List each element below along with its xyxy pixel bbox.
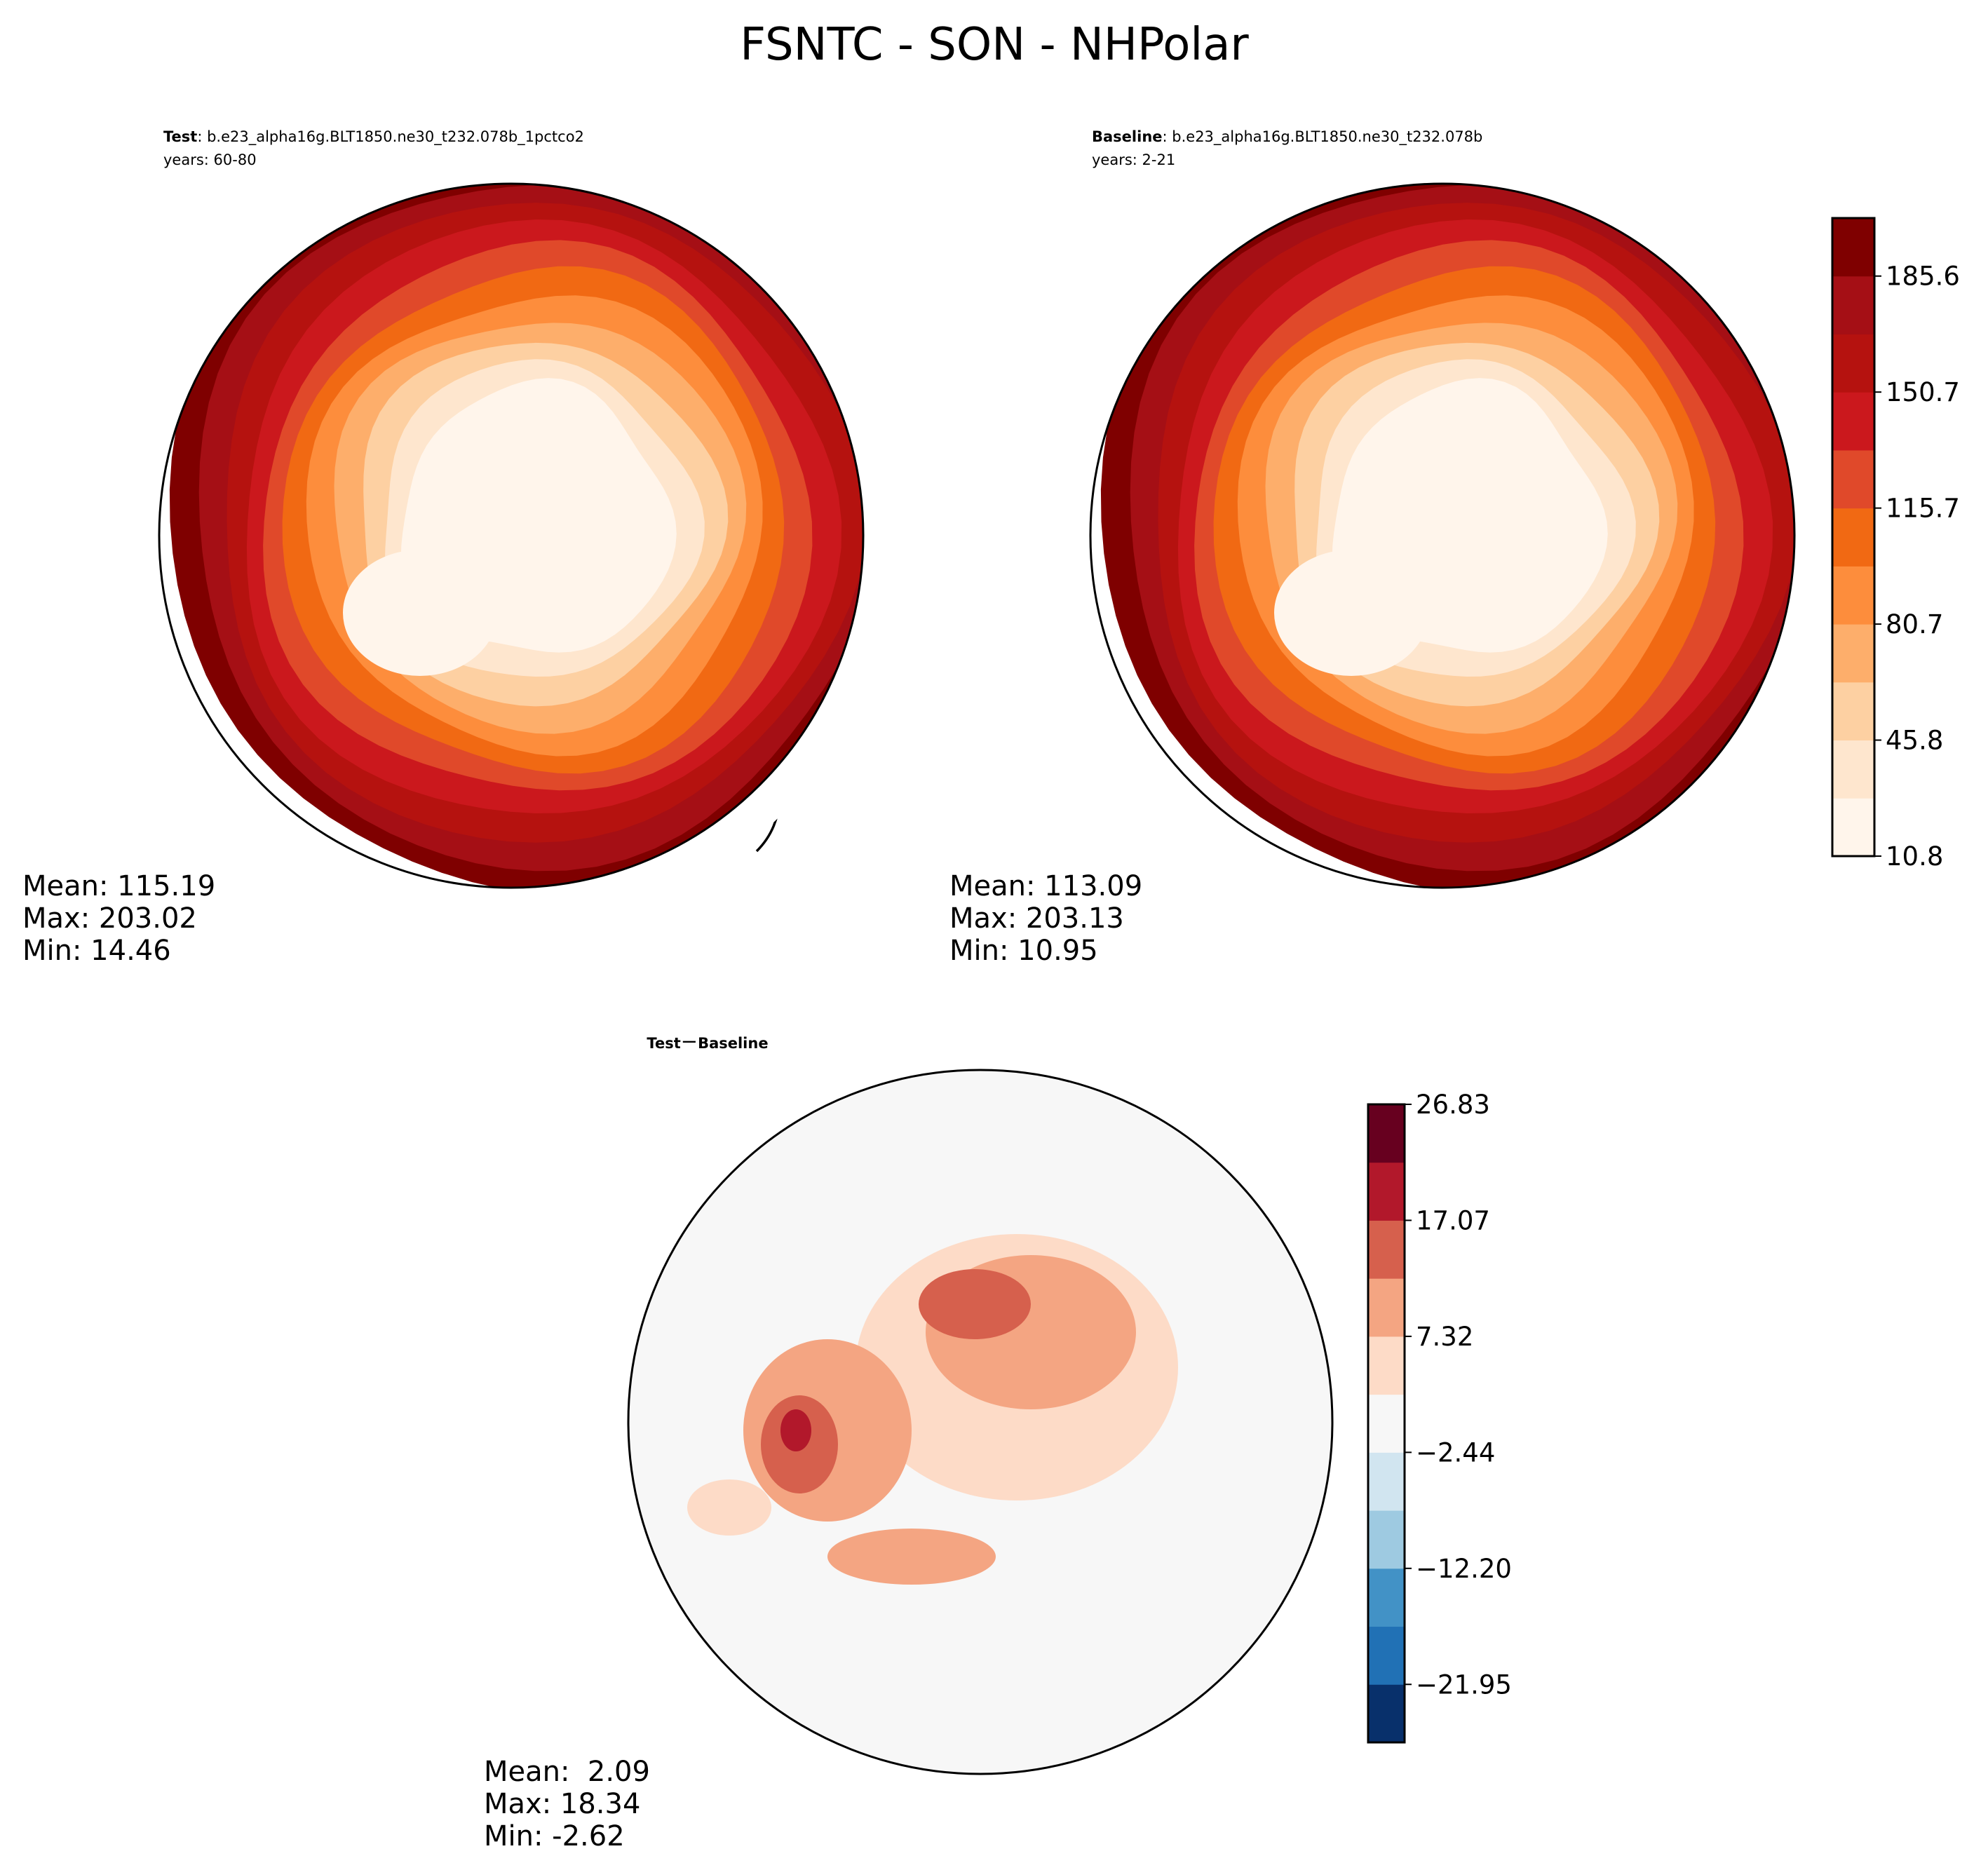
diff-anomaly-archipelago-peak — [780, 1409, 811, 1451]
diff-map — [628, 1070, 1332, 1774]
colorbar-main-tick-label-2: 80.7 — [1886, 609, 1943, 639]
diff-anomaly-canada-west — [687, 1479, 771, 1536]
diff-stat-max: Max: 18.34 — [484, 1788, 640, 1820]
baseline-stat-min: Min: 10.95 — [949, 935, 1098, 967]
diff-stat-mean: Mean: 2.09 — [484, 1756, 650, 1788]
colorbar-diff-segment-10 — [1368, 1104, 1405, 1163]
test-stats: Mean: 115.19 Max: 203.02 Min: 14.46 — [22, 870, 215, 967]
diff-title-a: Test — [647, 1035, 680, 1052]
colorbar-diff-segment-7 — [1368, 1278, 1405, 1337]
colorbar-diff-tick-label-4: −12.20 — [1416, 1554, 1512, 1584]
colorbar-main-segment-10 — [1832, 218, 1874, 277]
colorbar-diff-segment-2 — [1368, 1568, 1405, 1627]
colorbar-main-segment-9 — [1832, 276, 1874, 334]
colorbar-main-segment-3 — [1832, 624, 1874, 683]
diff-stat-min: Min: -2.62 — [484, 1820, 625, 1852]
baseline-stat-mean: Mean: 113.09 — [949, 870, 1142, 902]
colorbar-diff-segment-1 — [1368, 1626, 1405, 1685]
test-stat-min: Min: 14.46 — [22, 935, 171, 967]
colorbar-main-tick-label-0: 10.8 — [1886, 841, 1943, 872]
test-stat-mean: Mean: 115.19 — [22, 870, 215, 902]
colorbar-main-segment-1 — [1832, 740, 1874, 799]
test-years: years: 60-80 — [163, 151, 257, 168]
colorbar-diff-tick-label-2: 7.32 — [1416, 1322, 1473, 1352]
colorbar-diff-segment-8 — [1368, 1220, 1405, 1279]
baseline-map-boundary — [1089, 182, 1796, 889]
colorbar-main-segment-7 — [1832, 392, 1874, 451]
colorbar-diff-tick-label-0: 26.83 — [1416, 1090, 1490, 1120]
baseline-greenland-low — [1274, 550, 1428, 676]
baseline-stats: Mean: 113.09 Max: 203.13 Min: 10.95 — [949, 870, 1142, 967]
colorbar-diff-tick-label-3: −2.44 — [1416, 1437, 1495, 1468]
baseline-panel-title: Baseline: b.e23_alpha16g.BLT1850.ne30_t2… — [1092, 128, 1482, 146]
diff-map-boundary — [627, 1069, 1334, 1775]
colorbar-main-frame — [1831, 217, 1876, 858]
baseline-title-rest: : b.e23_alpha16g.BLT1850.ne30_t232.078b — [1163, 128, 1483, 146]
colorbar-diff-segment-4 — [1368, 1452, 1405, 1511]
diff-title-op: − — [681, 1029, 698, 1053]
colorbar-diff-segment-0 — [1368, 1684, 1405, 1743]
colorbar-main-segment-2 — [1832, 682, 1874, 741]
colorbar-main-segment-5 — [1832, 508, 1874, 567]
test-map — [169, 184, 863, 888]
colorbar-main-tick-label-3: 115.7 — [1886, 494, 1960, 524]
baseline-title-bold: Baseline — [1092, 128, 1163, 145]
colorbar-diff-tick-label-1: 17.07 — [1416, 1205, 1490, 1235]
colorbar-diff-segment-9 — [1368, 1162, 1405, 1221]
diff-stats: Mean: 2.09 Max: 18.34 Min: -2.62 — [484, 1756, 650, 1852]
colorbar-diff-tick-label-5: −21.95 — [1416, 1669, 1512, 1700]
figure-title: FSNTC - SON - NHPolar — [740, 19, 1249, 71]
colorbar-main-tick-label-1: 45.8 — [1886, 726, 1943, 756]
colorbar-main: 10.8 45.8 80.7 115.7 150.7 185.6 — [1831, 217, 1960, 872]
diff-title-b: Baseline — [698, 1035, 769, 1052]
baseline-years: years: 2-21 — [1092, 151, 1175, 168]
diff-anomaly-greenland-margin — [827, 1529, 996, 1585]
baseline-stat-max: Max: 203.13 — [949, 902, 1124, 935]
colorbar-main-segment-6 — [1832, 449, 1874, 509]
diff-panel-title: Test−Baseline — [647, 1029, 768, 1053]
baseline-map — [1100, 184, 1794, 888]
colorbar-main-tick-label-5: 185.6 — [1886, 262, 1960, 292]
colorbar-main-segment-8 — [1832, 334, 1874, 393]
colorbar-diff-segment-3 — [1368, 1510, 1405, 1569]
colorbar-diff-segment-5 — [1368, 1394, 1405, 1453]
colorbar-main-segment-0 — [1832, 798, 1874, 857]
colorbar-main-tick-label-4: 150.7 — [1886, 377, 1960, 407]
colorbar-diff-segment-6 — [1368, 1336, 1405, 1395]
colorbar-diff-frame — [1367, 1103, 1406, 1744]
test-title-rest: : b.e23_alpha16g.BLT1850.ne30_t232.078b_… — [197, 128, 584, 146]
test-map-boundary — [158, 182, 865, 889]
colorbar-diff: 26.83 17.07 7.32 −2.44 −12.20 −21.95 — [1367, 1090, 1512, 1744]
test-title-bold: Test — [163, 128, 197, 145]
test-panel-title: Test: b.e23_alpha16g.BLT1850.ne30_t232.0… — [163, 128, 584, 146]
colorbar-main-segment-4 — [1832, 566, 1874, 625]
diff-anomaly-siberian-shelf — [919, 1269, 1031, 1339]
test-greenland-low — [343, 550, 497, 676]
test-stat-max: Max: 203.02 — [22, 902, 197, 935]
